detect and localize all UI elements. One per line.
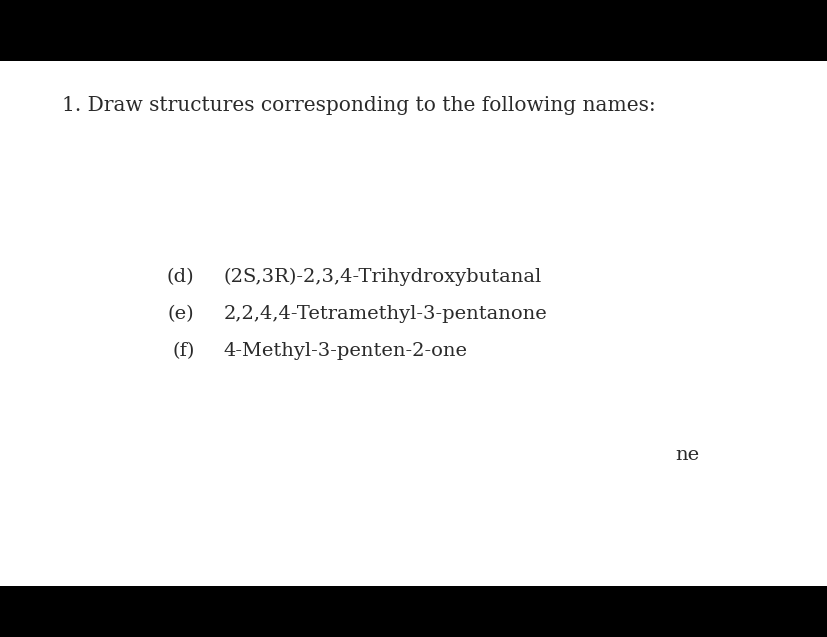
Text: (2S,3R)-2,3,4-Trihydroxybutanal: (2S,3R)-2,3,4-Trihydroxybutanal — [223, 268, 541, 286]
Text: 4-Methyl-3-penten-2-one: 4-Methyl-3-penten-2-one — [223, 342, 467, 360]
Text: (e): (e) — [168, 305, 194, 323]
Text: 1. Draw structures corresponding to the following names:: 1. Draw structures corresponding to the … — [62, 96, 655, 115]
Bar — [0, 0, 827, 61]
Text: (f): (f) — [172, 342, 194, 360]
Text: ne: ne — [674, 447, 698, 464]
Bar — [0, 586, 827, 637]
Text: (d): (d) — [167, 268, 194, 286]
Text: 2,2,4,4-Tetramethyl-3-pentanone: 2,2,4,4-Tetramethyl-3-pentanone — [223, 305, 547, 323]
